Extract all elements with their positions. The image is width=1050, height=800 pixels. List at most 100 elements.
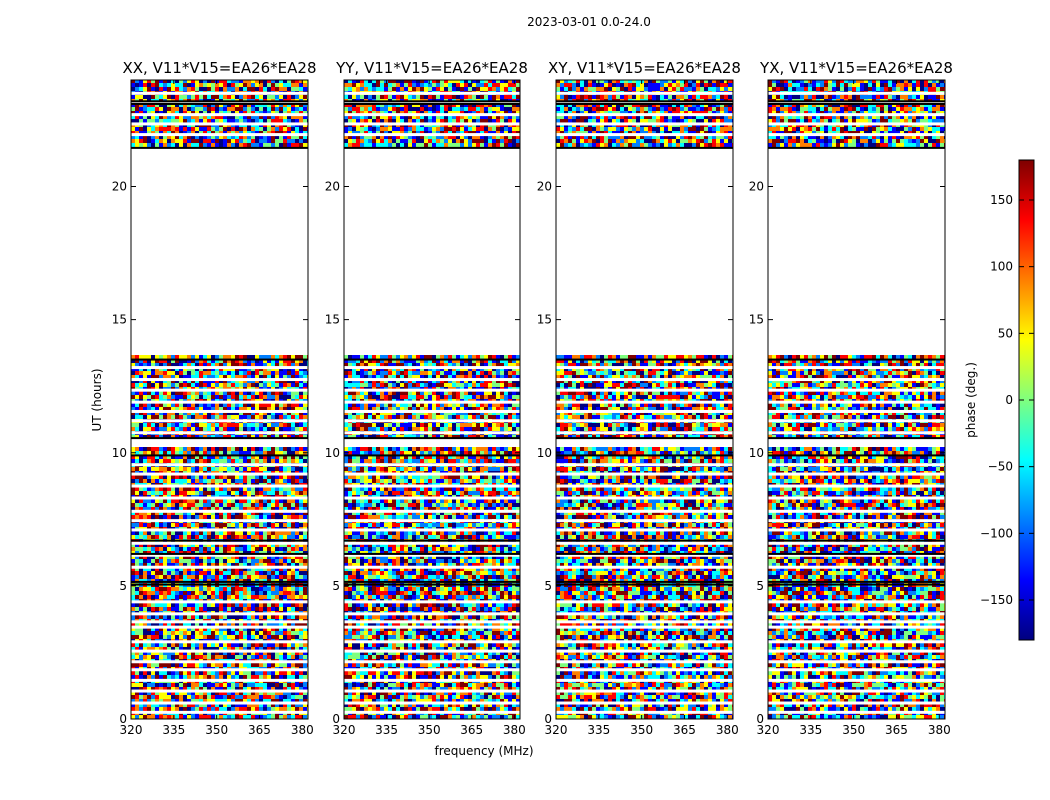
- heatmap-cell: [303, 571, 307, 575]
- heatmap-cell: [215, 83, 219, 87]
- heatmap-cell: [159, 595, 163, 599]
- heatmap-cell: [203, 435, 207, 439]
- heatmap-cell: [139, 447, 143, 451]
- heatmap-cell: [263, 111, 267, 115]
- heatmap-cell: [235, 119, 239, 123]
- heatmap-cell: [135, 143, 139, 147]
- heatmap-cell: [131, 715, 135, 719]
- heatmap-cell: [163, 403, 167, 407]
- heatmap-cell: [243, 447, 247, 451]
- heatmap-cell: [243, 107, 247, 111]
- heatmap-cell: [271, 503, 275, 507]
- heatmap-cell: [155, 699, 159, 703]
- heatmap-cell: [135, 355, 139, 359]
- heatmap-cell: [203, 595, 207, 599]
- heatmap-cell: [183, 131, 187, 135]
- heatmap-cell: [299, 455, 303, 459]
- heatmap-cell: [259, 499, 263, 503]
- heatmap-cell: [151, 139, 155, 143]
- heatmap-cell: [195, 499, 199, 503]
- heatmap-cell: [243, 395, 247, 399]
- heatmap-cell: [211, 363, 215, 367]
- heatmap-cell: [163, 375, 167, 379]
- heatmap-cell: [255, 111, 259, 115]
- heatmap-cell: [259, 563, 263, 567]
- heatmap-cell: [131, 479, 135, 483]
- heatmap-cell: [267, 87, 271, 91]
- heatmap-cell: [287, 371, 291, 375]
- heatmap-cell: [239, 563, 243, 567]
- heatmap-cell: [147, 451, 151, 455]
- heatmap-cell: [135, 459, 139, 463]
- heatmap-cell: [215, 411, 219, 415]
- heatmap-cell: [155, 647, 159, 651]
- heatmap-cell: [247, 411, 251, 415]
- heatmap-cell: [187, 131, 191, 135]
- heatmap-cell: [155, 627, 159, 631]
- heatmap-cell: [175, 383, 179, 387]
- heatmap-cell: [163, 363, 167, 367]
- heatmap-cell: [183, 479, 187, 483]
- heatmap-cell: [223, 391, 227, 395]
- heatmap-cell: [135, 515, 139, 519]
- heatmap-cell: [227, 459, 231, 463]
- heatmap-cell: [283, 663, 287, 667]
- heatmap-cell: [171, 487, 175, 491]
- heatmap-cell: [303, 423, 307, 427]
- heatmap-cell: [151, 531, 155, 535]
- heatmap-cell: [211, 375, 215, 379]
- heatmap-cell: [235, 555, 239, 559]
- heatmap-cell: [175, 615, 179, 619]
- heatmap-cell: [299, 375, 303, 379]
- heatmap-cell: [183, 699, 187, 703]
- heatmap-cell: [207, 555, 211, 559]
- heatmap-cell: [167, 675, 171, 679]
- heatmap-cell: [175, 139, 179, 143]
- heatmap-cell: [187, 107, 191, 111]
- heatmap-cell: [155, 131, 159, 135]
- heatmap-cell: [283, 459, 287, 463]
- heatmap-cell: [183, 631, 187, 635]
- heatmap-cell: [215, 455, 219, 459]
- heatmap-cell: [151, 359, 155, 363]
- heatmap-cell: [235, 687, 239, 691]
- heatmap-cell: [235, 131, 239, 135]
- heatmap-cell: [215, 691, 219, 695]
- heatmap-cell: [155, 103, 159, 107]
- heatmap-cell: [179, 687, 183, 691]
- heatmap-cell: [167, 135, 171, 139]
- heatmap-cell: [275, 427, 279, 431]
- heatmap-row: [131, 479, 308, 483]
- heatmap-cell: [287, 107, 291, 111]
- heatmap-cell: [143, 671, 147, 675]
- heatmap-cell: [227, 131, 231, 135]
- heatmap-cell: [219, 111, 223, 115]
- heatmap-cell: [167, 531, 171, 535]
- heatmap-cell: [191, 363, 195, 367]
- heatmap-cell: [183, 395, 187, 399]
- heatmap-cell: [303, 575, 307, 579]
- heatmap-cell: [235, 683, 239, 687]
- heatmap-cell: [151, 479, 155, 483]
- heatmap-cell: [223, 103, 227, 107]
- heatmap-cell: [251, 403, 255, 407]
- heatmap-cell: [187, 415, 191, 419]
- heatmap-cell: [135, 503, 139, 507]
- heatmap-cell: [251, 663, 255, 667]
- heatmap-cell: [243, 707, 247, 711]
- heatmap-cell: [291, 415, 295, 419]
- heatmap-cell: [303, 699, 307, 703]
- heatmap-cell: [227, 547, 231, 551]
- heatmap-cell: [139, 475, 143, 479]
- heatmap-cell: [183, 143, 187, 147]
- heatmap-cell: [203, 455, 207, 459]
- heatmap-cell: [203, 615, 207, 619]
- heatmap-cell: [275, 571, 279, 575]
- heatmap-cell: [195, 107, 199, 111]
- heatmap-cell: [131, 359, 135, 363]
- heatmap-cell: [195, 567, 199, 571]
- heatmap-cell: [255, 455, 259, 459]
- heatmap-cell: [191, 623, 195, 627]
- heatmap-cell: [215, 687, 219, 691]
- heatmap-cell: [139, 655, 143, 659]
